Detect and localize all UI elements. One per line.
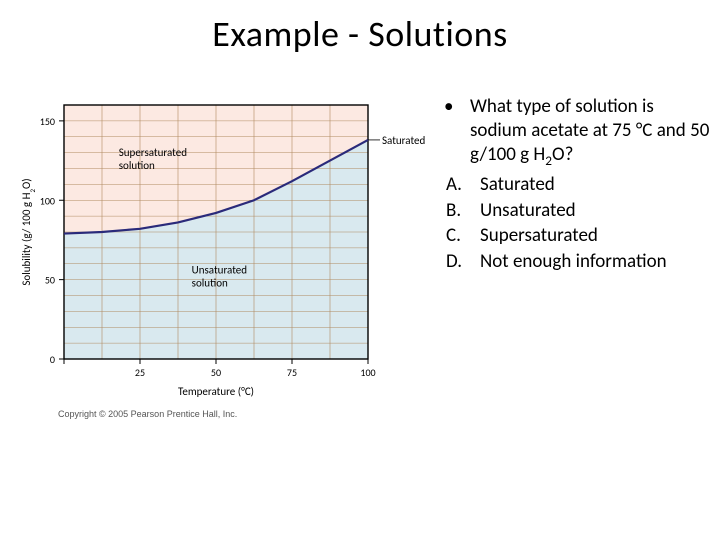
svg-text:Unsaturated: Unsaturated	[192, 263, 247, 276]
bullet-glyph: •	[438, 95, 470, 169]
solubility-chart: 25 50 75 100 0 50 100 150 Temperature (°C) Solubi…	[14, 95, 430, 445]
option-row: B.Unsaturated	[438, 199, 710, 223]
svg-text:Copyright © 2005 Pearson Prent: Copyright © 2005 Pearson Prentice Hall, …	[58, 409, 237, 419]
option-label: D.	[438, 250, 480, 274]
option-text: Saturated	[480, 173, 710, 197]
option-row: A.Saturated	[438, 173, 710, 197]
option-label: B.	[438, 199, 480, 223]
prompt-text: What type of solution is sodium acetate …	[470, 95, 710, 169]
page-title: Example - Solutions	[0, 12, 720, 56]
question-prompt: • What type of solution is sodium acetat…	[438, 95, 710, 169]
svg-text:Supersaturated: Supersaturated	[119, 146, 187, 159]
option-row: D.Not enough information	[438, 250, 710, 274]
svg-text:75: 75	[287, 366, 297, 379]
svg-text:solution: solution	[192, 276, 228, 289]
svg-text:Temperature (°C): Temperature (°C)	[178, 385, 254, 398]
option-text: Not enough information	[480, 250, 710, 274]
svg-text:100: 100	[360, 366, 375, 379]
svg-text:50: 50	[211, 366, 221, 379]
svg-text:50: 50	[45, 274, 55, 287]
svg-text:150: 150	[40, 115, 55, 128]
svg-text:25: 25	[135, 366, 145, 379]
svg-text:solution: solution	[119, 159, 155, 172]
svg-text:0: 0	[50, 353, 55, 366]
question-block: • What type of solution is sodium acetat…	[438, 95, 710, 276]
svg-text:Saturated: Saturated	[382, 134, 425, 147]
option-text: Unsaturated	[480, 199, 710, 223]
option-label: C.	[438, 224, 480, 248]
svg-text:Solubility (g/ 100 g H2O): Solubility (g/ 100 g H2O)	[20, 178, 37, 285]
option-row: C.Supersaturated	[438, 224, 710, 248]
svg-text:100: 100	[40, 194, 55, 207]
option-text: Supersaturated	[480, 224, 710, 248]
option-label: A.	[438, 173, 480, 197]
